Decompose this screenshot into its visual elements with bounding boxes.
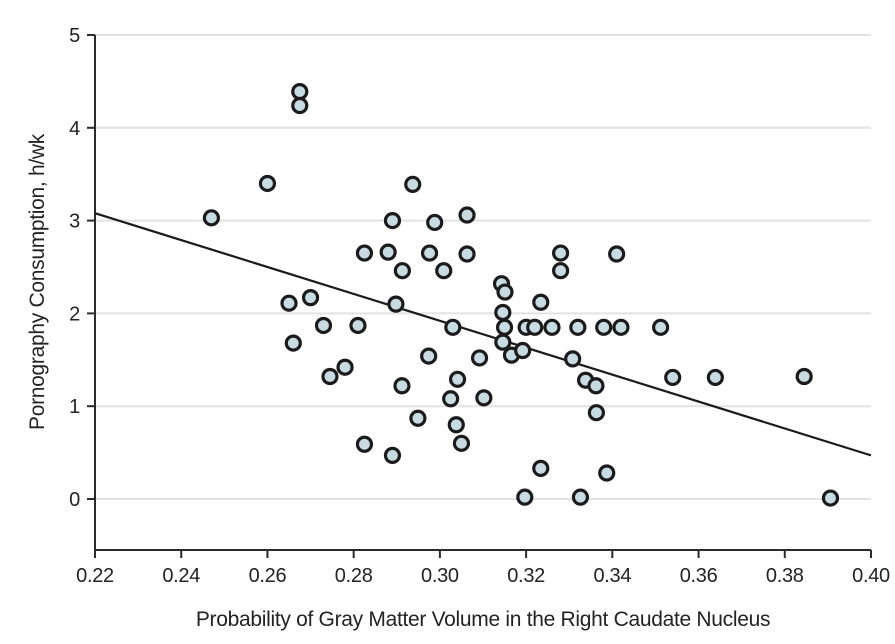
x-tick-label: 0.40 <box>852 565 890 587</box>
x-tick-label: 0.30 <box>421 565 459 587</box>
data-point <box>280 294 298 312</box>
data-point <box>301 289 320 307</box>
data-point <box>494 333 512 351</box>
data-point <box>448 370 467 388</box>
data-point <box>495 318 514 336</box>
data-point <box>543 318 561 336</box>
data-point <box>442 390 460 408</box>
data-point <box>595 318 613 336</box>
data-point <box>516 488 534 506</box>
data-point <box>598 464 616 482</box>
data-point <box>652 318 670 336</box>
x-axis-label: Probability of Gray Matter Volume in the… <box>196 608 770 631</box>
data-point <box>475 389 493 407</box>
data-point <box>587 377 605 395</box>
data-point <box>532 293 550 311</box>
data-point <box>496 283 514 301</box>
data-point <box>409 409 427 427</box>
x-tick-label: 0.26 <box>249 565 287 587</box>
data-point <box>314 316 333 335</box>
data-point <box>291 96 309 115</box>
y-tick-label: 2 <box>69 303 80 325</box>
data-point <box>383 212 402 230</box>
data-point <box>355 435 374 453</box>
x-tick-label: 0.38 <box>766 565 804 587</box>
data-point <box>404 175 422 194</box>
data-point <box>336 358 354 376</box>
data-point <box>664 368 682 387</box>
y-axis-label: Pornography Consumption, h/wk <box>26 133 49 430</box>
x-tick-label: 0.36 <box>680 565 718 587</box>
data-point <box>393 262 411 280</box>
data-point <box>564 350 582 368</box>
data-point <box>795 367 813 386</box>
tick-labels: 0 1 2 3 4 5 0.22 0.24 0.26 0.28 0.30 0.32 0.34 0.36 0.… <box>69 25 890 587</box>
data-point <box>612 318 630 336</box>
data-point <box>608 245 626 263</box>
data-point <box>379 243 397 261</box>
y-tick-label: 1 <box>69 396 80 418</box>
data-point <box>551 262 570 280</box>
x-tick-label: 0.34 <box>593 565 631 587</box>
y-tick-label: 4 <box>69 118 80 140</box>
data-point <box>435 262 453 280</box>
tick-marks <box>87 34 872 558</box>
trend-line <box>94 212 872 457</box>
y-tick-label: 3 <box>69 211 80 233</box>
data-point <box>291 83 309 101</box>
data-point <box>444 318 462 336</box>
data-points <box>202 83 840 507</box>
data-point <box>355 244 374 262</box>
data-point <box>821 489 840 507</box>
data-point <box>452 434 471 452</box>
data-point <box>387 295 405 313</box>
data-point <box>426 213 444 232</box>
gridlines <box>95 34 871 500</box>
data-point <box>284 334 302 352</box>
data-point <box>202 209 220 227</box>
data-point <box>494 303 512 322</box>
data-point <box>526 318 544 336</box>
data-point <box>258 174 277 193</box>
data-point <box>470 349 489 367</box>
data-point <box>569 318 587 336</box>
x-tick-label: 0.32 <box>507 565 545 587</box>
y-tick-label: 5 <box>69 25 80 47</box>
data-point <box>383 446 402 464</box>
x-tick-label: 0.28 <box>335 565 373 587</box>
data-point <box>458 206 476 224</box>
data-point <box>706 368 724 387</box>
data-point <box>447 416 465 434</box>
axes <box>94 35 871 551</box>
data-point <box>393 377 411 395</box>
x-tick-label: 0.22 <box>76 565 114 587</box>
data-point <box>420 244 439 262</box>
data-point <box>587 404 605 422</box>
x-tick-label: 0.24 <box>162 565 200 587</box>
data-point <box>420 347 438 365</box>
data-point <box>532 459 550 477</box>
data-point <box>321 367 339 386</box>
data-point <box>571 488 590 506</box>
data-point <box>458 245 476 263</box>
y-tick-label: 0 <box>69 489 80 511</box>
data-point <box>551 244 570 262</box>
data-point <box>349 316 367 335</box>
data-point <box>514 341 532 360</box>
